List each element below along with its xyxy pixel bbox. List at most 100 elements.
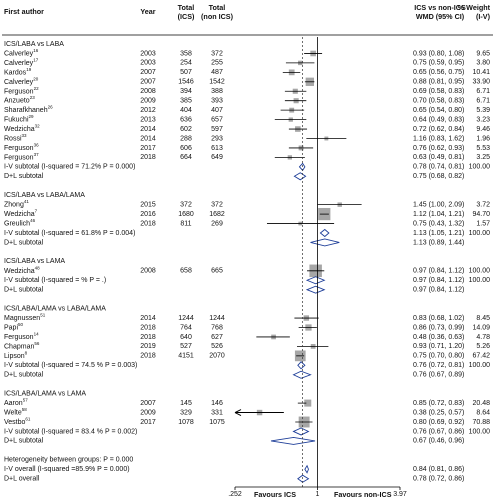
- study-ci-label: 0.93 (0.71, 1.20): [413, 343, 464, 350]
- study-author: Ferguson14: [4, 332, 39, 341]
- study-n-non: 146: [211, 400, 223, 407]
- study-n-ics: 404: [180, 107, 192, 114]
- ci-arrow: [234, 409, 242, 416]
- study-author: Anzueto23: [4, 95, 35, 104]
- study-weight: 5.39: [476, 107, 490, 114]
- header-n_ics: Total: [178, 3, 195, 12]
- study-weight: 94.70: [472, 211, 490, 218]
- subtotal-ci-label: 0.78 (0.74, 0.81): [413, 164, 464, 171]
- subtotal-weight: 100.00: [469, 164, 491, 171]
- study-n-ics: 811: [180, 220, 191, 227]
- study-n-non: 372: [211, 50, 223, 57]
- subtotal-label: I-V subtotal (I-squared = 74.5 % P = 0.0…: [4, 362, 137, 369]
- study-ci-label: 0.69 (0.58, 0.83): [413, 88, 464, 95]
- author-name: Welte: [4, 409, 22, 416]
- overall-ci-label: 0.84 (0.81, 0.86): [413, 466, 464, 473]
- study-year: 2018: [140, 220, 156, 227]
- study-n-ics: 606: [180, 145, 192, 152]
- author-ref: 14: [34, 332, 40, 337]
- study-n-non: 627: [211, 334, 223, 341]
- group-label: ICS/LABA vs LABA: [4, 41, 64, 48]
- study-author: Wedzicha48: [4, 265, 40, 274]
- author-name: Anzueto: [4, 98, 30, 105]
- author-name: Ferguson: [4, 334, 34, 341]
- subtotal-label: D+L subtotal: [4, 438, 44, 445]
- author-ref: 51: [40, 313, 46, 318]
- author-name: Aaron: [4, 400, 23, 407]
- study-year: 2008: [140, 268, 156, 275]
- subtotal-diamond: [292, 427, 310, 436]
- study-n-ics: 658: [180, 268, 192, 275]
- study-n-non: 1075: [209, 419, 225, 426]
- study-n-non: 1542: [209, 79, 225, 86]
- study-square: [304, 399, 312, 407]
- header-year: Year: [140, 7, 155, 16]
- study-n-ics: 640: [180, 334, 192, 341]
- study-year: 2015: [140, 201, 156, 208]
- author-ref: 19: [26, 67, 32, 72]
- subtotal-label: I-V subtotal (I-squared = 83.4 % P = 0.0…: [4, 428, 137, 435]
- author-name: Greulich: [4, 220, 30, 227]
- author-name: Rossi: [4, 135, 22, 142]
- study-n-non: 269: [211, 220, 223, 227]
- study-ci-label: 0.75 (0.59, 0.95): [413, 60, 464, 67]
- subtotal-ci-label: 1.13 (1.05, 1.21): [413, 230, 464, 237]
- header-weight: (I-V): [476, 12, 491, 21]
- study-n-non: 388: [211, 88, 223, 95]
- author-name: Ferguson: [4, 154, 34, 161]
- study-weight: 100.00: [469, 268, 491, 275]
- study-author: Vestbo61: [4, 417, 31, 426]
- study-ci-label: 0.97 (0.84, 1.12): [413, 268, 464, 275]
- author-ref: 41: [24, 199, 30, 204]
- subtotal-ci-label: 0.67 (0.46, 0.96): [413, 438, 464, 445]
- study-year: 2017: [140, 145, 156, 152]
- study-n-ics: 527: [180, 343, 192, 350]
- subtotal-ci-label: 0.76 (0.67, 0.86): [413, 428, 464, 435]
- study-ci-label: 1.45 (1.00, 2.09): [413, 201, 464, 208]
- study-ci-label: 0.76 (0.62, 0.93): [413, 145, 464, 152]
- subtotal-diamond: [293, 172, 307, 181]
- study-year: 2007: [140, 69, 156, 76]
- subtotal-label: D+L subtotal: [4, 173, 44, 180]
- author-ref: 46: [30, 218, 36, 223]
- subtotal-label: I-V subtotal (I-squared = % P = .): [4, 277, 106, 284]
- study-ci-label: 0.38 (0.25, 0.57): [413, 409, 464, 416]
- group-label: ICS/LABA vs LABA/LAMA: [4, 192, 85, 199]
- study-year: 2018: [140, 353, 156, 360]
- study-year: 2007: [140, 79, 156, 86]
- subtotal-label: I-V subtotal (I-squared = 61.8% P = 0.00…: [4, 230, 135, 237]
- study-n-ics: 4151: [178, 353, 194, 360]
- x-tick-label: .252: [228, 491, 242, 498]
- study-author: Calverley20: [4, 76, 39, 85]
- author-ref: 17: [33, 58, 39, 63]
- subtotal-diamond: [305, 276, 326, 285]
- study-ci-label: 0.83 (0.68, 1.02): [413, 315, 464, 322]
- study-weight: 1.57: [476, 220, 490, 227]
- study-weight: 67.42: [472, 353, 490, 360]
- subtotal-weight: 100.00: [469, 362, 491, 369]
- author-ref: 29: [29, 114, 35, 119]
- study-n-non: 649: [211, 154, 223, 161]
- study-n-ics: 1078: [178, 419, 194, 426]
- study-author: Greulich46: [4, 218, 36, 227]
- author-name: Papi: [4, 324, 18, 331]
- study-n-ics: 664: [180, 154, 192, 161]
- author-name: Kardos: [4, 69, 27, 76]
- study-weight: 4.78: [476, 334, 490, 341]
- overall-label: D+L overall: [4, 476, 40, 483]
- study-n-ics: 358: [180, 50, 192, 57]
- study-year: 2018: [140, 324, 156, 331]
- study-author: Fukuchi29: [4, 114, 34, 123]
- study-year: 2009: [140, 409, 156, 416]
- study-n-non: 393: [211, 98, 223, 105]
- study-author: Welte58: [4, 407, 27, 416]
- author-ref: 56: [34, 341, 40, 346]
- study-n-ics: 1244: [178, 315, 194, 322]
- author-name: Wedzicha: [4, 211, 35, 218]
- subtotal-weight: 100.00: [469, 230, 491, 237]
- study-author: Ferguson37: [4, 152, 39, 161]
- author-name: Sharafkhaneh: [4, 107, 48, 114]
- study-n-non: 293: [211, 135, 223, 142]
- author-ref: 20: [33, 76, 39, 81]
